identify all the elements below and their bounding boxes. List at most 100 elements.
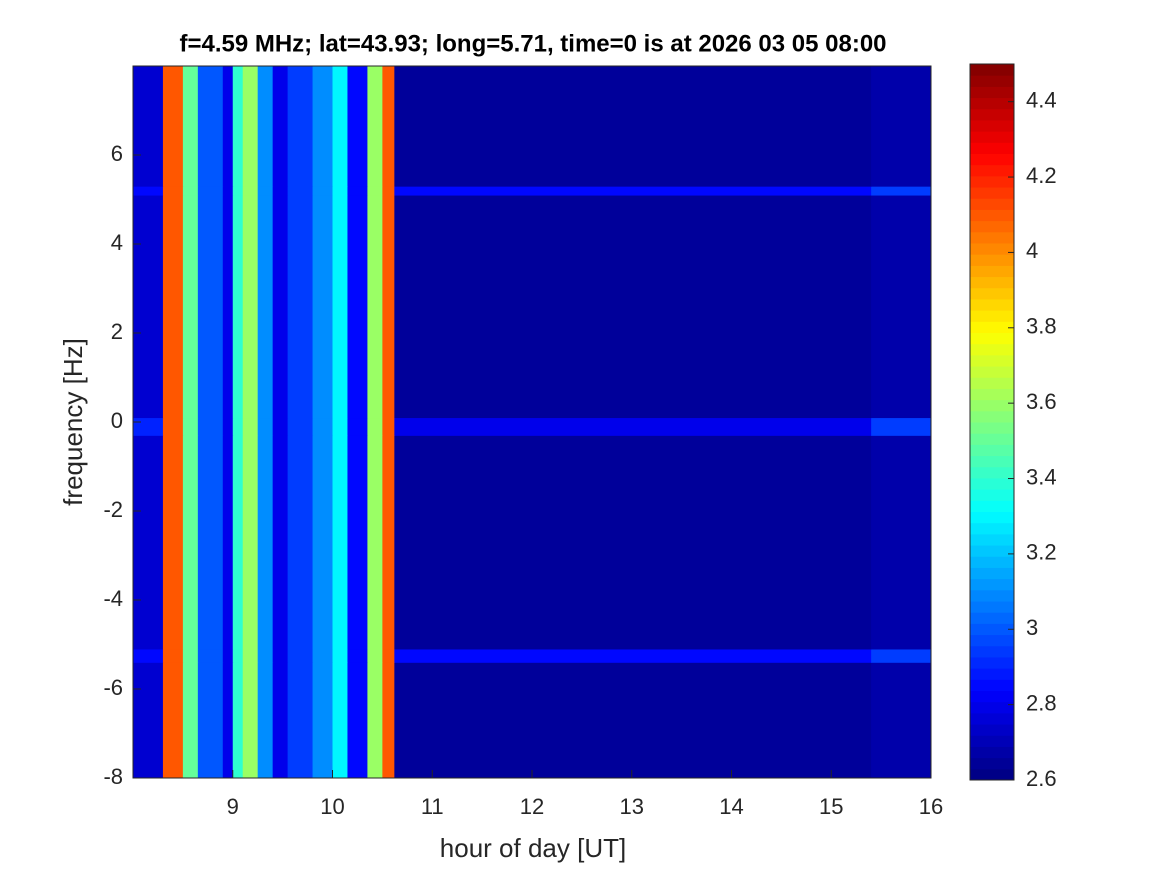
colorbar-swatch — [970, 243, 1014, 255]
heatmap-cell — [257, 648, 274, 663]
colorbar-swatch — [970, 153, 1014, 166]
x-tick-label: 14 — [719, 794, 743, 819]
colorbar-swatch — [970, 444, 1014, 457]
colorbar-swatch — [970, 231, 1014, 244]
heatmap-cell — [242, 195, 259, 419]
colorbar-swatch — [970, 578, 1014, 591]
colorbar-swatch — [970, 556, 1014, 568]
heatmap-cell — [394, 662, 872, 779]
heatmap-cell — [197, 648, 224, 663]
heatmap-cell — [367, 66, 383, 187]
heatmap-cell — [347, 662, 368, 779]
heatmap-cell — [133, 648, 164, 663]
heatmap-cell — [347, 417, 368, 436]
heatmap-cell — [133, 417, 164, 436]
colorbar-tick-label: 3.6 — [1026, 389, 1057, 414]
x-tick-label: 15 — [819, 794, 843, 819]
heatmap-cell — [232, 662, 244, 779]
heatmap-cell — [287, 186, 314, 196]
heatmap-cell — [182, 662, 199, 779]
heatmap-cell — [382, 435, 395, 650]
heatmap-cell — [332, 648, 348, 663]
heatmap-cell — [232, 417, 244, 436]
heatmap-cell — [182, 66, 199, 187]
heatmap-cell — [232, 435, 244, 650]
heatmap-cell — [197, 417, 224, 436]
colorbar-tick-label: 4.4 — [1026, 87, 1057, 112]
heatmap-cell — [382, 648, 395, 663]
colorbar-swatch — [970, 735, 1014, 747]
colorbar-swatch — [970, 477, 1014, 490]
heatmap-cell — [871, 66, 932, 187]
heatmap-cell — [257, 417, 274, 436]
heatmap-cell — [312, 662, 333, 779]
heatmap-cell — [133, 186, 164, 196]
heatmap-cell — [312, 417, 333, 436]
colorbar-swatch — [970, 388, 1014, 401]
heatmap-cell — [367, 435, 383, 650]
heatmap-cell — [347, 186, 368, 196]
heatmap-cell — [222, 648, 234, 663]
colorbar-swatch — [970, 142, 1014, 154]
colorbar-swatch — [970, 276, 1014, 289]
heatmap-cell — [162, 435, 184, 650]
heatmap-cell — [367, 662, 383, 779]
colorbar-swatch — [970, 645, 1014, 658]
heatmap-cell — [182, 435, 199, 650]
heatmap-cell — [367, 648, 383, 663]
colorbar-swatch — [970, 623, 1014, 636]
heatmap-cell — [197, 435, 224, 650]
heatmap-cell — [222, 186, 234, 196]
colorbar-tick-label: 3.8 — [1026, 314, 1057, 339]
y-axis-label: frequency [Hz] — [58, 338, 88, 506]
chart-title: f=4.59 MHz; lat=43.93; long=5.71, time=0… — [179, 30, 886, 57]
heatmap-cell — [332, 435, 348, 650]
y-tick-label: 6 — [111, 141, 123, 166]
colorbar-swatch — [970, 712, 1014, 725]
heatmap-cell — [347, 66, 368, 187]
colorbar-swatch — [970, 254, 1014, 266]
heatmap-cell — [287, 435, 314, 650]
heatmap-cell — [222, 435, 234, 650]
heatmap-cell — [242, 417, 259, 436]
heatmap-cell — [367, 417, 383, 436]
y-tick-label: -2 — [103, 497, 123, 522]
heatmap-cell — [197, 195, 224, 419]
heatmap-cell — [272, 66, 289, 187]
heatmap-cell — [347, 648, 368, 663]
colorbar-tick-label: 2.8 — [1026, 690, 1057, 715]
colorbar-tick-label: 4 — [1026, 238, 1038, 263]
heatmap-cell — [312, 66, 333, 187]
heatmap-cell — [133, 195, 164, 419]
colorbar-swatch — [970, 265, 1014, 278]
heatmap-cell — [332, 186, 348, 196]
colorbar-swatch — [970, 399, 1014, 412]
heatmap-cell — [232, 66, 244, 187]
heatmap-cell — [312, 648, 333, 663]
heatmap-cell — [367, 195, 383, 419]
colorbar-swatch — [970, 298, 1014, 311]
colorbar-tick-label: 3 — [1026, 615, 1038, 640]
y-tick-label: 4 — [111, 230, 123, 255]
y-tick-label: -6 — [103, 675, 123, 700]
heatmap-cell — [332, 195, 348, 419]
colorbar-swatch — [970, 511, 1014, 524]
colorbar-swatch — [970, 310, 1014, 322]
colorbar-tick-label: 3.4 — [1026, 464, 1057, 489]
heatmap-cell — [382, 662, 395, 779]
x-tick-label: 9 — [227, 794, 239, 819]
heatmap-cell — [197, 186, 224, 196]
heatmap-cell — [871, 648, 932, 663]
heatmap-cell — [382, 66, 395, 187]
heatmap-cell — [287, 66, 314, 187]
heatmap-cell — [312, 186, 333, 196]
heatmap-cell — [382, 417, 395, 436]
heatmap-cell — [242, 66, 259, 187]
heatmap-cell — [394, 66, 872, 187]
colorbar-swatch — [970, 679, 1014, 691]
x-tick-label: 13 — [620, 794, 644, 819]
colorbar-swatch — [970, 768, 1014, 781]
heatmap-cell — [162, 66, 184, 187]
y-tick-label: 0 — [111, 408, 123, 433]
heatmap-cell — [242, 648, 259, 663]
